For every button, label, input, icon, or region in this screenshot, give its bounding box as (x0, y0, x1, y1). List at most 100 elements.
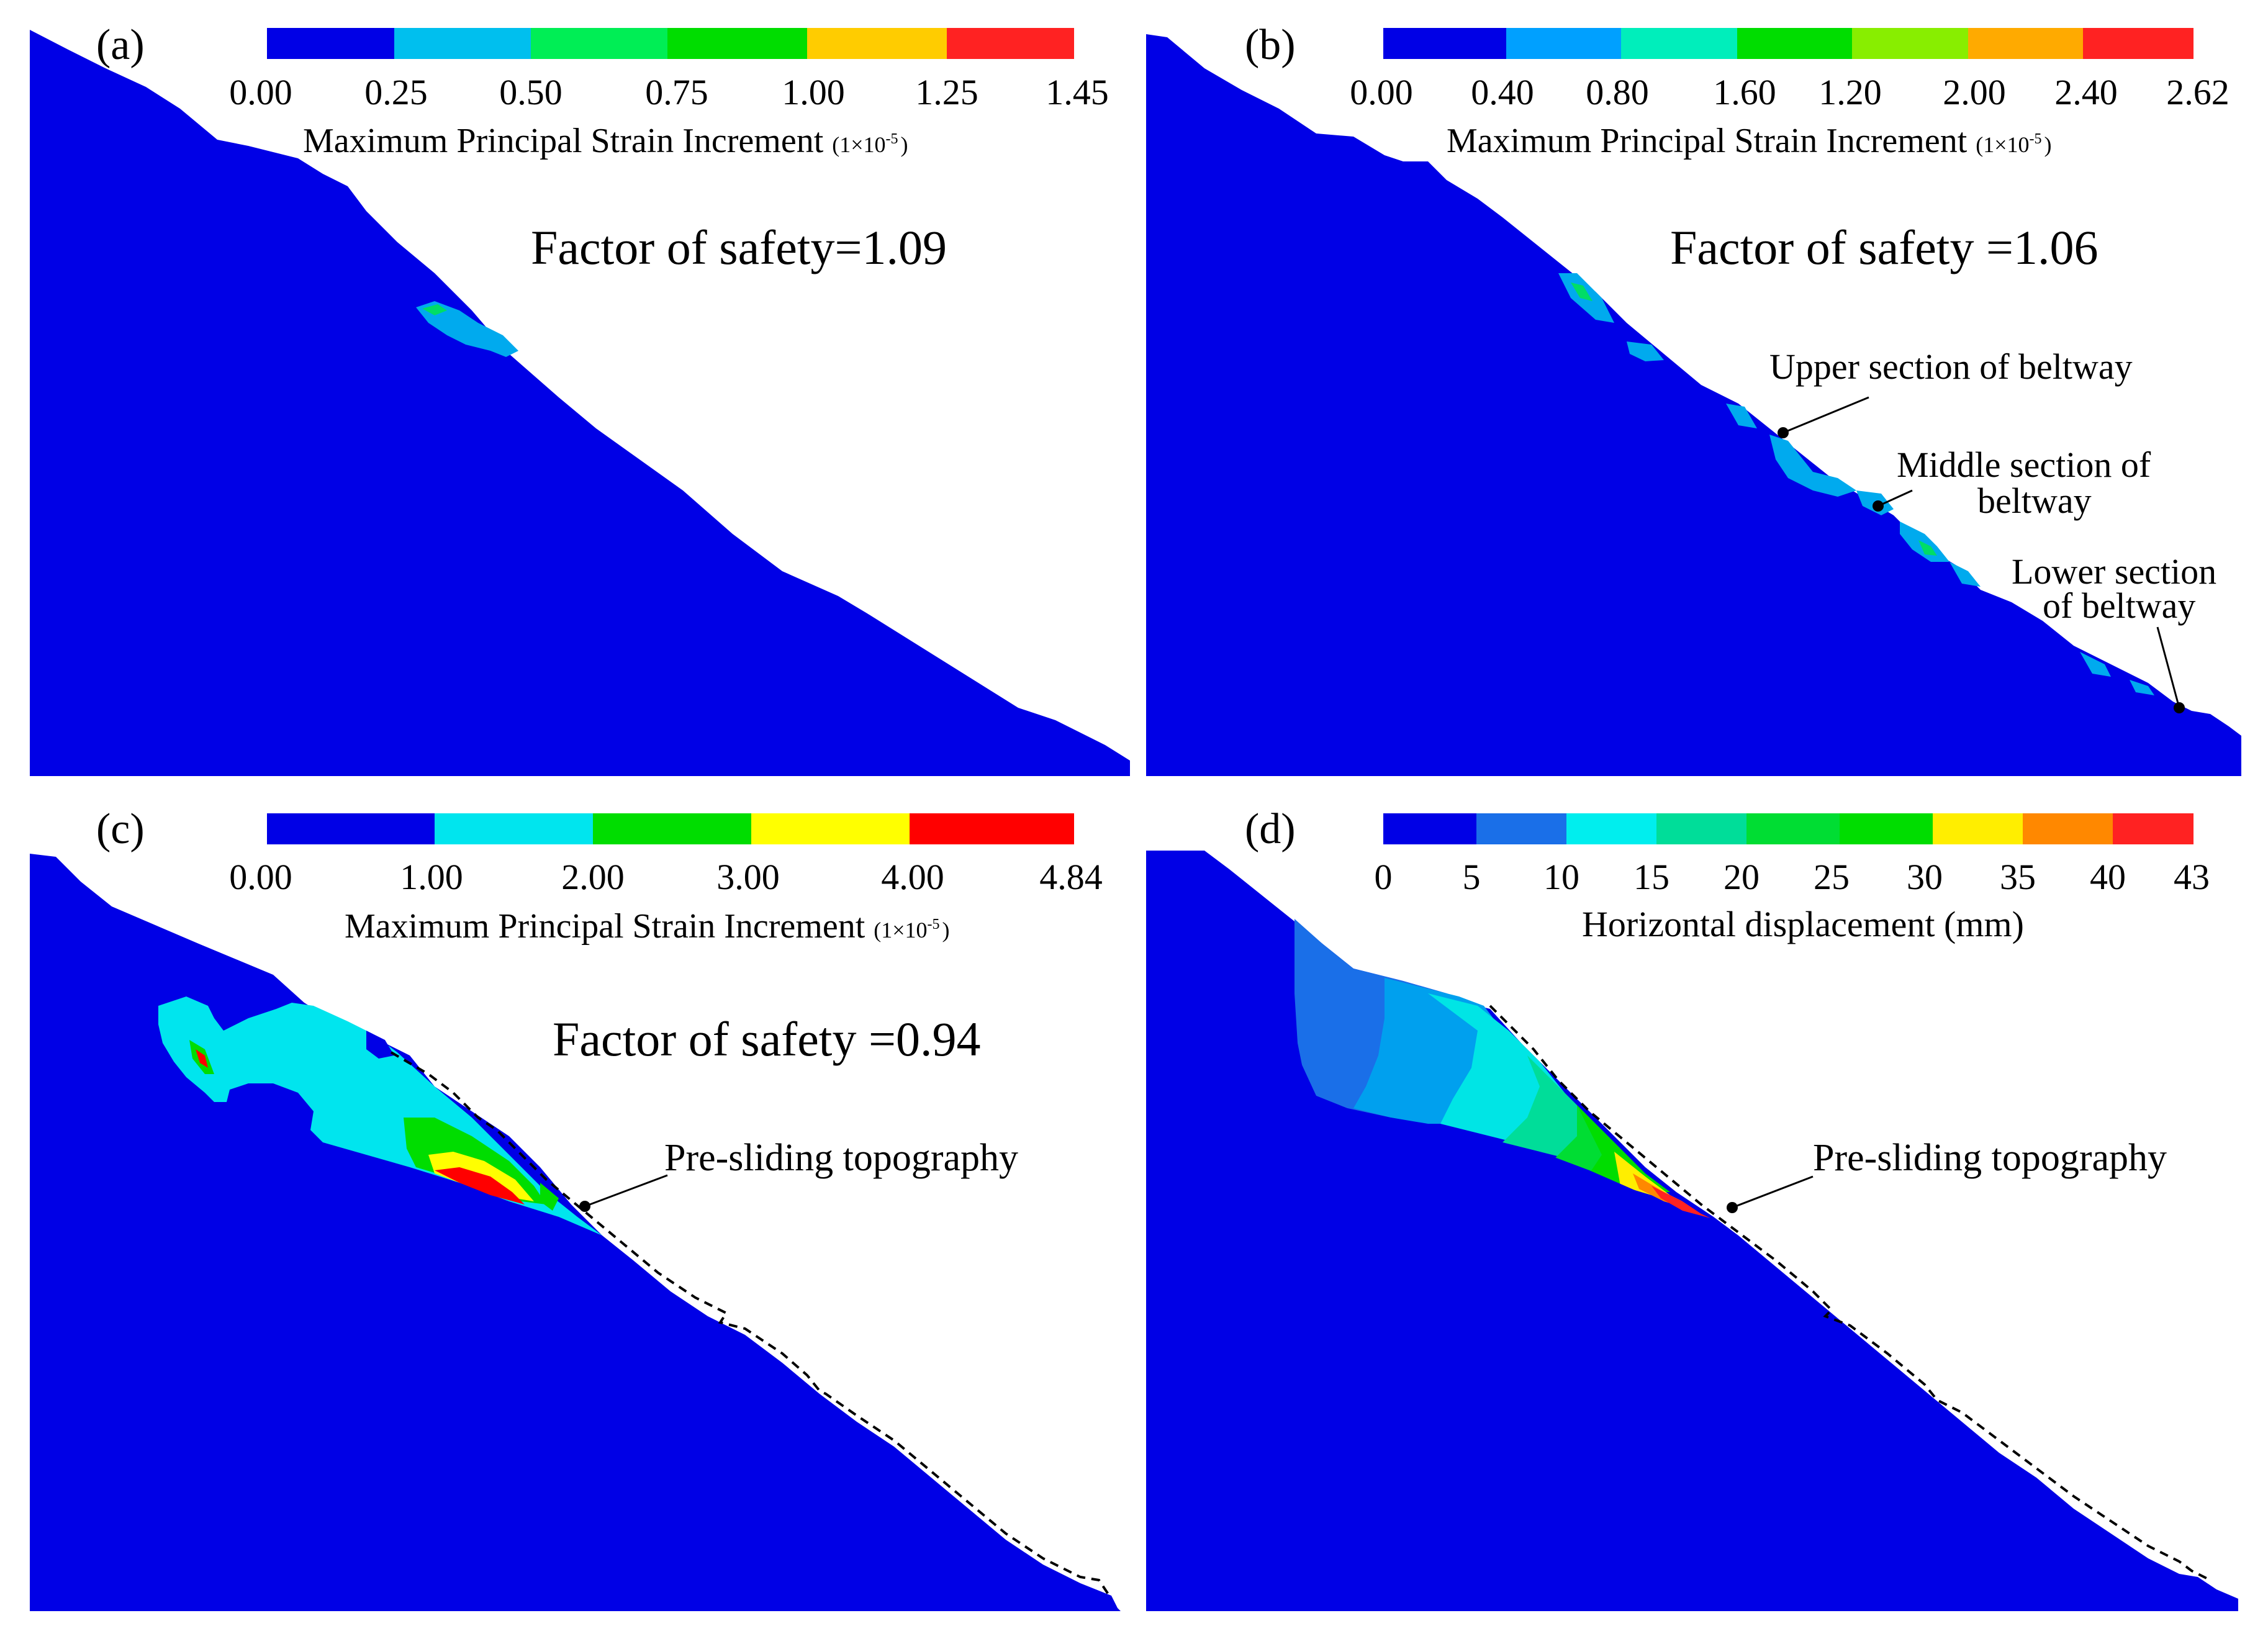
legend-d-tick-1: 5 (1463, 857, 1481, 897)
legend-b-swatch-0 (1383, 28, 1506, 59)
strain-patch-b-2 (1627, 341, 1664, 361)
legend-b-swatch-1 (1506, 28, 1621, 59)
legend-d-tick-0: 0 (1375, 857, 1393, 897)
legend-a-swatch-0 (267, 28, 394, 59)
marker-lower-b (2174, 702, 2185, 713)
panel-label-b: (b) (1245, 21, 1296, 69)
legend-a-tick-6: 1.45 (1046, 72, 1109, 112)
legend-c-tick-1: 1.00 (400, 857, 463, 897)
displacement-band-d-6 (1577, 1105, 1670, 1192)
legend-a-title: Maximum Principal Strain Increment (1×10-… (303, 122, 908, 160)
legend-d-swatch-2 (1566, 813, 1656, 844)
displacement-band-d-9 (1651, 1186, 1710, 1218)
legend-b-tick-3: 1.60 (1713, 72, 1776, 112)
strain-patch-b-3 (1726, 404, 1757, 428)
slope-body-a (30, 30, 1130, 776)
legend-d-tick-9: 43 (2174, 857, 2210, 897)
legend-c-title: Maximum Principal Strain Increment (1×10-… (345, 907, 950, 946)
legend-c-swatch-2 (593, 813, 751, 844)
legend-a-swatch-2 (531, 28, 667, 59)
strain-patch-b-4 (1769, 435, 1856, 497)
legend-c-ticks: 0.00 1.00 2.00 3.00 4.00 4.84 (229, 857, 1103, 897)
fos-annotation-b: Factor of safety =1.06 (1670, 220, 2098, 274)
legend-d-swatch-1 (1476, 813, 1566, 844)
legend-d-swatch-0 (1383, 813, 1476, 844)
callout-upper-b: Upper section of beltway (1769, 346, 2133, 438)
legend-b-tick-0: 0.00 (1350, 72, 1413, 112)
legend-d-tick-8: 40 (2090, 857, 2126, 897)
callout-upper-b-text: Upper section of beltway (1769, 346, 2133, 387)
legend-a-swatch-5 (947, 28, 1074, 59)
legend-a-swatch-4 (807, 28, 947, 59)
legend-a-swatch-1 (394, 28, 531, 59)
legend-c-tick-0: 0.00 (229, 857, 292, 897)
legend-d-swatch-4 (1746, 813, 1840, 844)
stable-ground-d (1298, 1055, 1732, 1279)
callout-lower-b-text1: Lower section (2012, 551, 2216, 592)
legend-d-ticks: 0 5 10 15 20 25 30 35 40 43 (1375, 857, 2210, 897)
slope-body-c (30, 854, 1121, 1611)
legend-b-tick-4: 1.20 (1818, 72, 1882, 112)
panel-label-d: (d) (1245, 805, 1296, 853)
legend-a-tick-0: 0.00 (229, 72, 292, 112)
strain-patch-b-6 (1900, 522, 1949, 562)
legend-c-tick-5: 4.84 (1039, 857, 1103, 897)
strain-patch-a (416, 301, 518, 357)
legend-a-swatch-3 (667, 28, 807, 59)
legend-a-tick-2: 0.50 (499, 72, 562, 112)
sliding-mass-c-hole (366, 1031, 394, 1059)
legend-d-tick-2: 10 (1543, 857, 1579, 897)
panel-d: (d) 0 5 10 15 (1146, 805, 2238, 1611)
legend-b-tick-5: 2.00 (1943, 72, 2006, 112)
callout-middle-b-text2: beltway (1977, 481, 2092, 521)
legend-a-ticks: 0.00 0.25 0.50 0.75 1.00 1.25 1.45 (229, 72, 1109, 112)
legend-c-swatch-0 (267, 813, 435, 844)
legend-b-swatch-6 (2083, 28, 2193, 59)
legend-b-tick-2: 0.80 (1586, 72, 1649, 112)
callout-presliding-d: Pre-sliding topography (1727, 1137, 2167, 1213)
strain-patch-b-1c (1571, 282, 1593, 301)
marker-middle-b (1873, 500, 1884, 512)
callout-middle-b-text1: Middle section of (1897, 445, 2151, 485)
legend-d-tick-5: 25 (1814, 857, 1850, 897)
callout-lower-b-text2: of beltway (2043, 585, 2195, 626)
panel-c: (c) 0.00 1.00 2.00 3.00 4.00 4.84 Maximu (30, 805, 1121, 1611)
legend-b-tick-7: 2.62 (2166, 72, 2230, 112)
legend-b-swatch-5 (1968, 28, 2083, 59)
sliding-mass-c-red (435, 1167, 525, 1204)
marker-presliding-d (1727, 1202, 1738, 1213)
legend-a-tick-5: 1.25 (915, 72, 978, 112)
marker-upper-b (1778, 427, 1789, 438)
strain-patch-b-9 (2130, 680, 2154, 695)
legend-b-swatch-3 (1737, 28, 1852, 59)
callout-middle-b: Middle section of beltway (1873, 445, 2151, 521)
panel-label-a: (a) (96, 21, 145, 69)
callout-presliding-c: Pre-sliding topography (579, 1137, 1018, 1212)
legend-d-title: Horizontal displacement (mm) (1582, 904, 2024, 944)
strain-patch-b-7 (1949, 562, 1981, 587)
legend-d-swatch-8 (2113, 813, 2193, 844)
legend-d-tick-6: 30 (1907, 857, 1943, 897)
callout-presliding-d-text: Pre-sliding topography (1813, 1137, 2167, 1179)
legend-b-swatch-4 (1852, 28, 1968, 59)
legend-d-tick-3: 15 (1633, 857, 1669, 897)
legend-c (267, 813, 1074, 844)
legend-b-title: Maximum Principal Strain Increment (1×10-… (1447, 122, 2052, 160)
legend-b-swatch-2 (1621, 28, 1737, 59)
legend-c-tick-4: 4.00 (881, 857, 944, 897)
legend-d-tick-4: 20 (1724, 857, 1760, 897)
strain-patch-b-8 (2080, 652, 2111, 677)
panel-b: (b) 0.00 0.40 0.80 1.60 1.20 2 (1146, 21, 2241, 776)
legend-b-tick-6: 2.40 (2054, 72, 2118, 112)
strain-patch-a-core (422, 304, 447, 315)
legend-a-tick-3: 0.75 (645, 72, 708, 112)
legend-c-swatch-4 (910, 813, 1074, 844)
panel-a: (a) 0.00 0.25 0.50 0.75 1.00 1.25 1.45 M… (30, 21, 1130, 776)
legend-c-tick-3: 3.00 (716, 857, 780, 897)
legend-a-tick-4: 1.00 (782, 72, 845, 112)
fos-annotation-c: Factor of safety =0.94 (553, 1012, 980, 1066)
legend-c-swatch-3 (751, 813, 910, 844)
legend-d-tick-7: 35 (2000, 857, 2036, 897)
pre-sliding-topography-c (390, 1051, 1113, 1600)
